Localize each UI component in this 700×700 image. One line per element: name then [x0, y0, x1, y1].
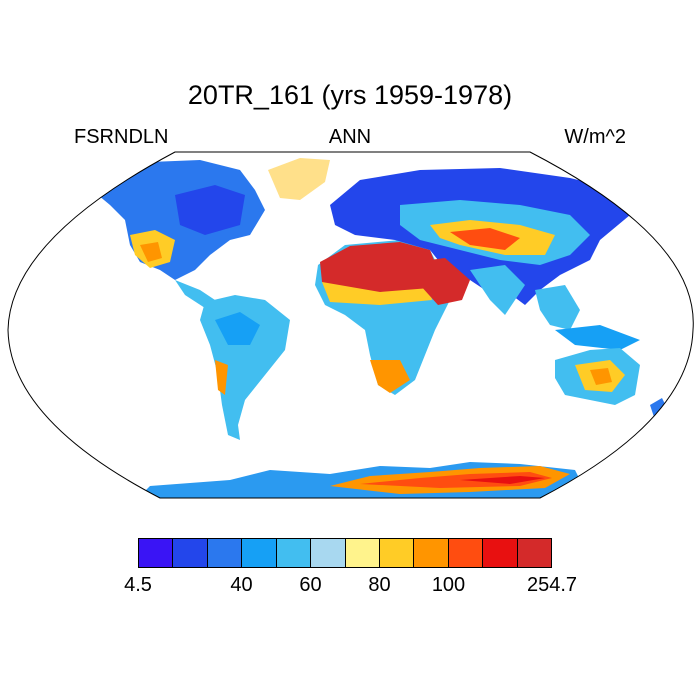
colorbar-label: 100	[431, 574, 466, 596]
colorbar-swatch	[345, 539, 380, 567]
variable-label: FSRNDLN	[74, 126, 169, 148]
arabia	[415, 258, 470, 305]
colorbar-label: 60	[299, 574, 322, 596]
colorbar-swatch	[483, 539, 518, 567]
india	[470, 265, 525, 315]
colorbar-swatch	[311, 539, 346, 567]
colorbar-label: 254.7	[526, 574, 578, 596]
colorbar-swatch	[379, 539, 415, 567]
colorbar	[138, 538, 552, 568]
colorbar-swatch	[207, 539, 243, 567]
colorbar-swatch	[517, 539, 552, 567]
colorbar-swatch	[276, 539, 312, 567]
season-label: ANN	[328, 126, 372, 148]
colorbar-swatch	[448, 539, 484, 567]
colorbar-swatch	[242, 539, 277, 567]
colorbar-swatch	[414, 539, 449, 567]
colorbar-swatch	[173, 539, 208, 567]
sahara	[320, 242, 440, 295]
units-label: W/m^2	[564, 126, 626, 148]
map-title: 20TR_161 (yrs 1959-1978)	[187, 80, 513, 110]
colorbar-label: 80	[368, 574, 391, 596]
colorbar-label: 40	[230, 574, 253, 596]
greenland	[268, 158, 330, 200]
map-boundary	[7, 151, 694, 499]
colorbar-swatch	[139, 539, 174, 567]
colorbar-label: 4.5	[124, 574, 152, 596]
